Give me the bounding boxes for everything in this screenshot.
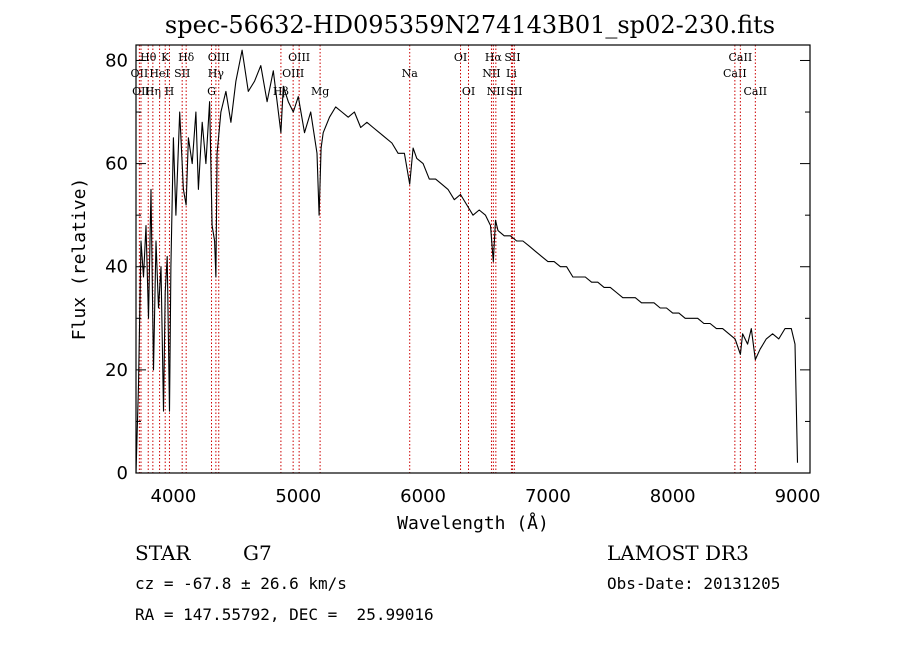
- line-marker-label: K: [161, 51, 170, 64]
- x-tick-label: 8000: [650, 486, 696, 507]
- line-marker-label: G: [207, 85, 216, 98]
- y-axis-label: Flux (relative): [69, 178, 90, 341]
- line-marker-label: Hδ: [178, 51, 195, 64]
- line-marker-label: NII: [482, 67, 500, 80]
- spectrum-line: [135, 49, 799, 474]
- line-marker-label: SII: [506, 85, 522, 98]
- line-marker-label: Hη: [145, 85, 161, 98]
- x-tick-label: 4000: [151, 486, 197, 507]
- redshift-text: cz = -67.8 ± 26.6 km/s: [135, 574, 347, 593]
- line-marker-label: CaII: [729, 51, 753, 64]
- line-marker-label: OIII: [288, 51, 310, 64]
- line-marker-label: SII: [504, 51, 520, 64]
- y-tick-label: 20: [105, 360, 128, 381]
- line-marker-label: OI: [454, 51, 467, 64]
- survey-name: LAMOST DR3: [607, 541, 749, 565]
- object-subclass: G7: [243, 541, 272, 565]
- obs-date-text: Obs-Date: 20131205: [607, 574, 780, 593]
- line-marker-label: Hγ: [208, 67, 225, 80]
- chart-title: spec-56632-HD095359N274143B01_sp02-230.f…: [165, 11, 775, 39]
- line-marker-label: CaII: [723, 67, 747, 80]
- y-tick-label: 40: [105, 257, 128, 278]
- line-marker-label: OIII: [282, 67, 304, 80]
- x-tick-label: 6000: [400, 486, 446, 507]
- line-marker-label: Hα: [485, 51, 503, 64]
- line-marker-label: OII: [131, 67, 149, 80]
- line-marker-label: CaII: [743, 85, 767, 98]
- spectral-line-markers: HθOIIOIIHηHeIKHSIIHδGHγOIIIHβOIIIOIIIMgN…: [131, 45, 767, 473]
- line-marker-label: Mg: [311, 85, 329, 98]
- line-marker-label: Hθ: [140, 51, 157, 64]
- line-marker-label: OI: [462, 85, 475, 98]
- x-tick-label: 7000: [525, 486, 571, 507]
- coordinates-text: RA = 147.55792, DEC = 25.99016: [135, 605, 434, 624]
- y-tick-label: 60: [105, 154, 128, 175]
- line-marker-label: OIII: [208, 51, 230, 64]
- x-axis: 4000 5000 6000 7000 8000 9000: [151, 486, 821, 507]
- line-marker-label: Na: [402, 67, 419, 80]
- y-axis: 0 20 40 60 80: [105, 50, 810, 484]
- line-marker-label: Li: [506, 67, 517, 80]
- line-marker-label: Hβ: [273, 85, 289, 98]
- y-tick-label: 0: [117, 463, 128, 484]
- x-axis-label: Wavelength (Å): [397, 512, 549, 534]
- line-marker-label: H: [165, 85, 175, 98]
- line-marker-label: NII: [487, 85, 505, 98]
- line-marker-label: HeI: [149, 67, 169, 80]
- object-class: STAR: [135, 541, 191, 565]
- x-tick-label: 5000: [275, 486, 321, 507]
- x-tick-label: 9000: [775, 486, 821, 507]
- line-marker-label: SII: [174, 67, 190, 80]
- plot-frame: [135, 44, 811, 474]
- y-tick-label: 80: [105, 50, 128, 71]
